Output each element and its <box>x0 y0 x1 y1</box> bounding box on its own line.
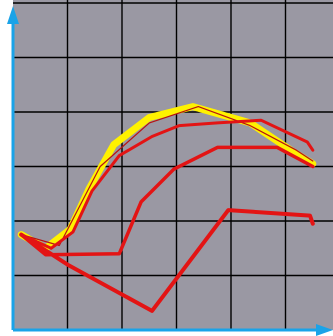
series-line <box>19 145 315 257</box>
series-lines <box>17 103 317 313</box>
series-line <box>19 208 315 313</box>
grid <box>13 0 333 330</box>
y-axis-arrow-icon <box>7 6 19 24</box>
series-line <box>20 106 314 247</box>
series-line <box>19 118 315 250</box>
x-axis-arrow-icon <box>316 324 333 336</box>
axes <box>7 6 333 336</box>
